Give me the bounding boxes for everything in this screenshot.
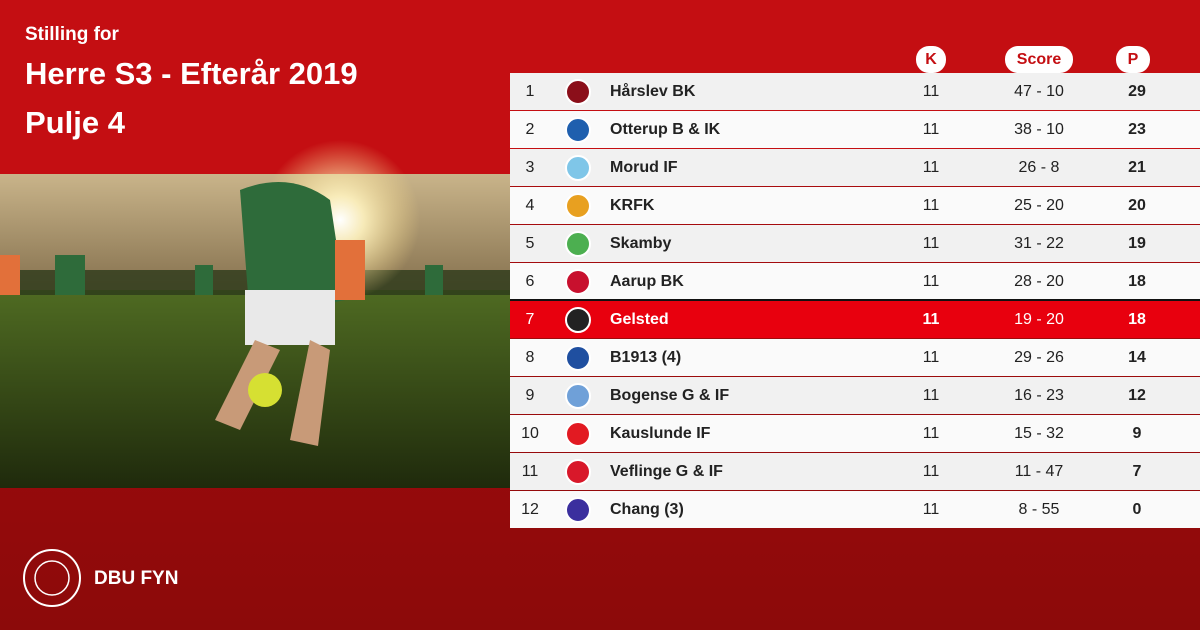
table-row bbox=[510, 339, 1200, 376]
brand: DBU FYN bbox=[94, 568, 178, 589]
table-row bbox=[510, 415, 1200, 452]
table-row bbox=[510, 111, 1200, 148]
table-row bbox=[510, 263, 1200, 300]
club-logo bbox=[565, 269, 591, 295]
score: 25 - 20 bbox=[1014, 197, 1064, 214]
points: 18 bbox=[1128, 311, 1146, 328]
standings-table: K Score P 1 Hårslev BK 11 47 - 10 29 2 Otterup B … bbox=[510, 46, 1200, 528]
highlight-border bbox=[510, 299, 1200, 301]
photo bbox=[0, 140, 510, 488]
column-header: K bbox=[925, 51, 937, 68]
table-row bbox=[510, 225, 1200, 262]
points: 18 bbox=[1128, 273, 1146, 290]
column-header-pill bbox=[1116, 46, 1150, 73]
team-name: Otterup B & IK bbox=[610, 121, 721, 138]
matches: 11 bbox=[923, 121, 940, 138]
club-logo bbox=[565, 79, 591, 105]
points: 29 bbox=[1128, 83, 1146, 100]
score: 47 - 10 bbox=[1014, 83, 1064, 100]
rank: 4 bbox=[526, 197, 535, 214]
table-row bbox=[510, 453, 1200, 490]
score: 19 - 20 bbox=[1014, 311, 1064, 328]
matches: 11 bbox=[923, 501, 940, 518]
rank: 9 bbox=[526, 387, 535, 404]
club-logo bbox=[565, 231, 591, 257]
matches: 11 bbox=[923, 311, 940, 328]
score: 28 - 20 bbox=[1014, 273, 1064, 290]
points: 20 bbox=[1128, 197, 1146, 214]
rank: 7 bbox=[526, 311, 535, 328]
group: Pulje 4 bbox=[25, 105, 126, 140]
score: 26 - 8 bbox=[1019, 159, 1060, 176]
rank: 12 bbox=[521, 501, 539, 518]
score: 16 - 23 bbox=[1014, 387, 1064, 404]
club-logo bbox=[565, 307, 591, 333]
rank: 6 bbox=[526, 273, 535, 290]
matches: 11 bbox=[923, 83, 940, 100]
team-name: Chang (3) bbox=[610, 501, 684, 518]
score: 29 - 26 bbox=[1014, 349, 1064, 366]
column-header: P bbox=[1128, 51, 1139, 68]
points: 9 bbox=[1133, 425, 1142, 442]
team-name: Morud IF bbox=[610, 159, 678, 176]
matches: 11 bbox=[923, 349, 940, 366]
table-row bbox=[510, 491, 1200, 528]
matches: 11 bbox=[923, 235, 940, 252]
points: 21 bbox=[1128, 159, 1146, 176]
club-logo bbox=[565, 193, 591, 219]
table-row bbox=[510, 187, 1200, 224]
column-header-pill bbox=[916, 46, 946, 73]
points: 0 bbox=[1133, 501, 1142, 518]
title: Herre S3 - Efterår 2019 bbox=[25, 56, 358, 91]
club-logo bbox=[565, 155, 591, 181]
rank: 11 bbox=[522, 463, 539, 480]
table-row bbox=[510, 73, 1200, 110]
club-logo bbox=[565, 459, 591, 485]
club-logo bbox=[565, 421, 591, 447]
dbu-emblem bbox=[23, 549, 81, 607]
score: 38 - 10 bbox=[1014, 121, 1064, 138]
score: 15 - 32 bbox=[1014, 425, 1064, 442]
club-logo bbox=[565, 117, 591, 143]
score: 11 - 47 bbox=[1015, 463, 1064, 480]
team-name: Aarup BK bbox=[610, 273, 684, 290]
team-name: Skamby bbox=[610, 235, 671, 252]
rank: 3 bbox=[526, 159, 535, 176]
table-row bbox=[510, 149, 1200, 186]
club-logo bbox=[565, 345, 591, 371]
subtitle: Stilling for bbox=[25, 24, 120, 45]
points: 7 bbox=[1133, 463, 1142, 480]
team-name: Kauslunde IF bbox=[610, 425, 711, 442]
club-logo bbox=[565, 383, 591, 409]
rank: 8 bbox=[526, 349, 535, 366]
points: 19 bbox=[1128, 235, 1146, 252]
team-name: B1913 (4) bbox=[610, 349, 681, 366]
team-name: Bogense G & IF bbox=[610, 387, 729, 404]
matches: 11 bbox=[923, 463, 940, 480]
team-name: KRFK bbox=[610, 197, 655, 214]
matches: 11 bbox=[923, 425, 940, 442]
column-header: Score bbox=[1017, 51, 1062, 68]
table-row bbox=[510, 377, 1200, 414]
points: 14 bbox=[1128, 349, 1146, 366]
matches: 11 bbox=[923, 159, 940, 176]
score: 8 - 55 bbox=[1019, 501, 1060, 518]
column-header-pill bbox=[1005, 46, 1073, 73]
team-name: Gelsted bbox=[610, 311, 669, 328]
rank: 2 bbox=[526, 121, 535, 138]
team-name: Hårslev BK bbox=[610, 82, 696, 100]
matches: 11 bbox=[923, 387, 940, 404]
matches: 11 bbox=[923, 197, 940, 214]
rank: 10 bbox=[521, 425, 539, 442]
score: 31 - 22 bbox=[1014, 235, 1064, 252]
matches: 11 bbox=[923, 273, 940, 290]
rank: 5 bbox=[526, 235, 535, 252]
points: 23 bbox=[1128, 121, 1146, 138]
team-name: Veflinge G & IF bbox=[610, 463, 723, 480]
points: 12 bbox=[1128, 387, 1146, 404]
rank: 1 bbox=[526, 83, 535, 100]
club-logo bbox=[565, 497, 591, 523]
highlight-row bbox=[510, 301, 1200, 338]
